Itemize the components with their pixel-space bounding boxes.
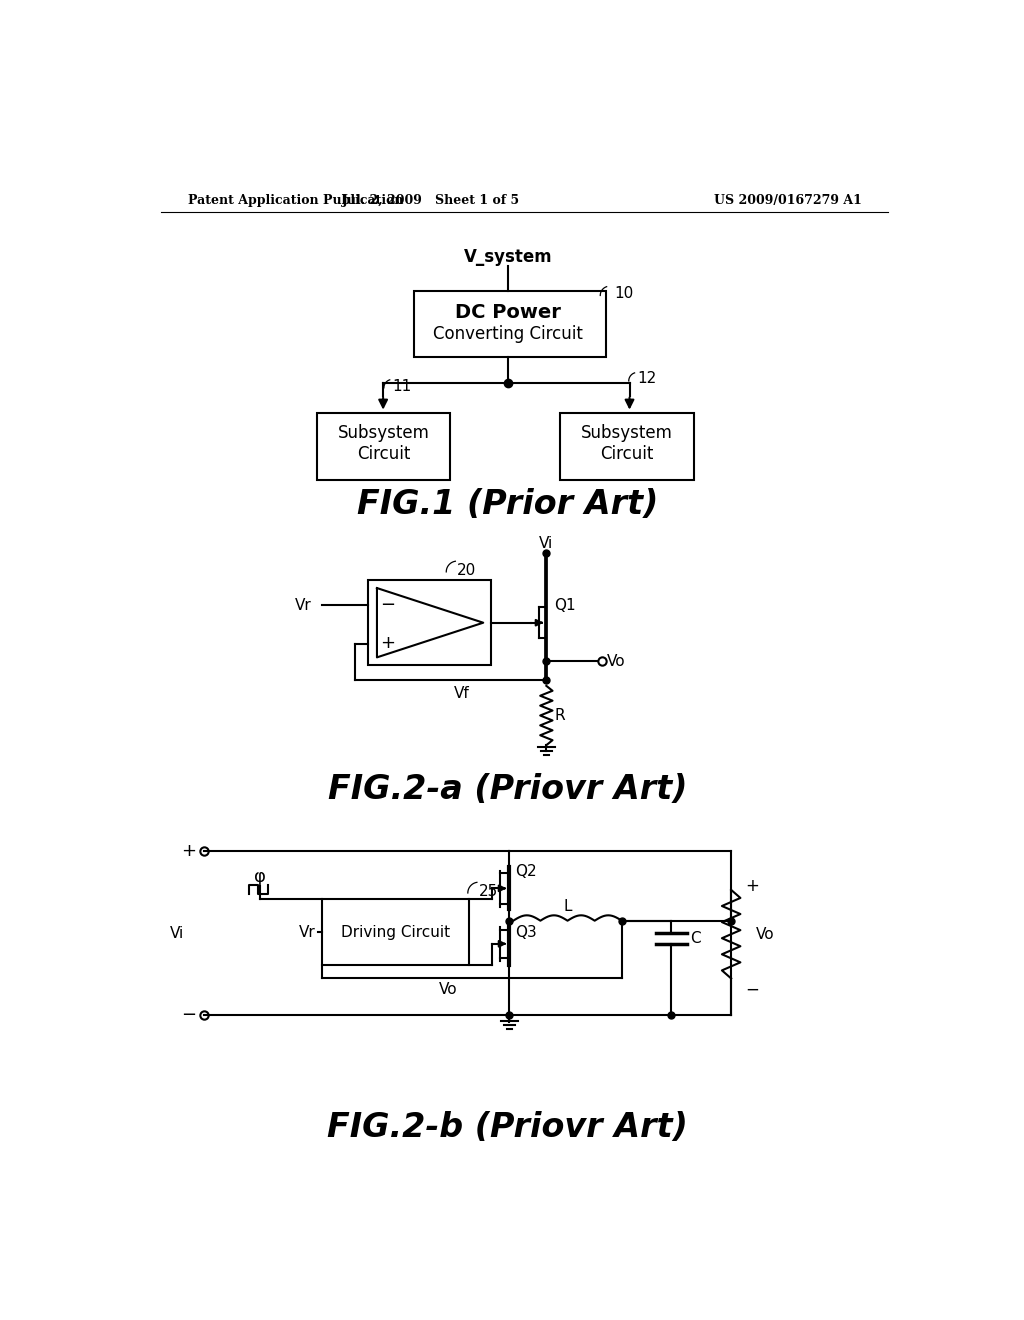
Text: FIG.1 (Prior Art): FIG.1 (Prior Art) — [357, 488, 658, 521]
Text: Q1: Q1 — [554, 598, 575, 614]
Bar — [316, 412, 451, 480]
Text: FIG.2-a (Priovr Art): FIG.2-a (Priovr Art) — [328, 774, 687, 807]
Text: 12: 12 — [637, 371, 656, 387]
Bar — [414, 290, 606, 358]
Text: R: R — [554, 708, 564, 722]
Text: US 2009/0167279 A1: US 2009/0167279 A1 — [714, 194, 862, 207]
Text: DC Power: DC Power — [455, 302, 561, 322]
Bar — [560, 412, 694, 480]
Text: −: − — [745, 981, 759, 999]
Text: Vo: Vo — [607, 653, 626, 669]
Text: −: − — [181, 1006, 196, 1023]
Text: FIG.2-b (Priovr Art): FIG.2-b (Priovr Art) — [328, 1110, 688, 1143]
Text: +: + — [745, 876, 759, 895]
Text: φ: φ — [254, 867, 266, 886]
Text: Converting Circuit: Converting Circuit — [433, 325, 583, 343]
Text: 10: 10 — [614, 286, 634, 301]
Text: Q2: Q2 — [515, 863, 538, 879]
Text: +: + — [380, 635, 395, 652]
Text: V_system: V_system — [464, 248, 552, 265]
Text: Vo: Vo — [756, 927, 774, 941]
Text: Vo: Vo — [439, 982, 458, 997]
Text: 11: 11 — [392, 379, 412, 393]
Text: Vi: Vi — [170, 925, 184, 941]
Text: Vr: Vr — [299, 925, 315, 940]
Text: Q3: Q3 — [515, 925, 538, 940]
Text: Circuit: Circuit — [600, 445, 654, 463]
Text: L: L — [563, 899, 571, 915]
Text: Subsystem: Subsystem — [582, 424, 673, 442]
Text: +: + — [181, 842, 196, 861]
Text: C: C — [690, 931, 701, 946]
Text: Subsystem: Subsystem — [338, 424, 429, 442]
Text: −: − — [380, 597, 395, 614]
Text: Patent Application Publication: Patent Application Publication — [188, 194, 403, 207]
Text: 25: 25 — [478, 884, 498, 899]
Text: Vi: Vi — [540, 536, 554, 550]
Bar — [368, 581, 490, 665]
Text: Driving Circuit: Driving Circuit — [341, 925, 450, 940]
Text: Circuit: Circuit — [356, 445, 411, 463]
Text: Jul. 2, 2009   Sheet 1 of 5: Jul. 2, 2009 Sheet 1 of 5 — [342, 194, 520, 207]
Text: 20: 20 — [457, 562, 476, 578]
Text: Vr: Vr — [295, 598, 311, 612]
Bar — [322, 899, 469, 965]
Text: Vf: Vf — [454, 686, 470, 701]
